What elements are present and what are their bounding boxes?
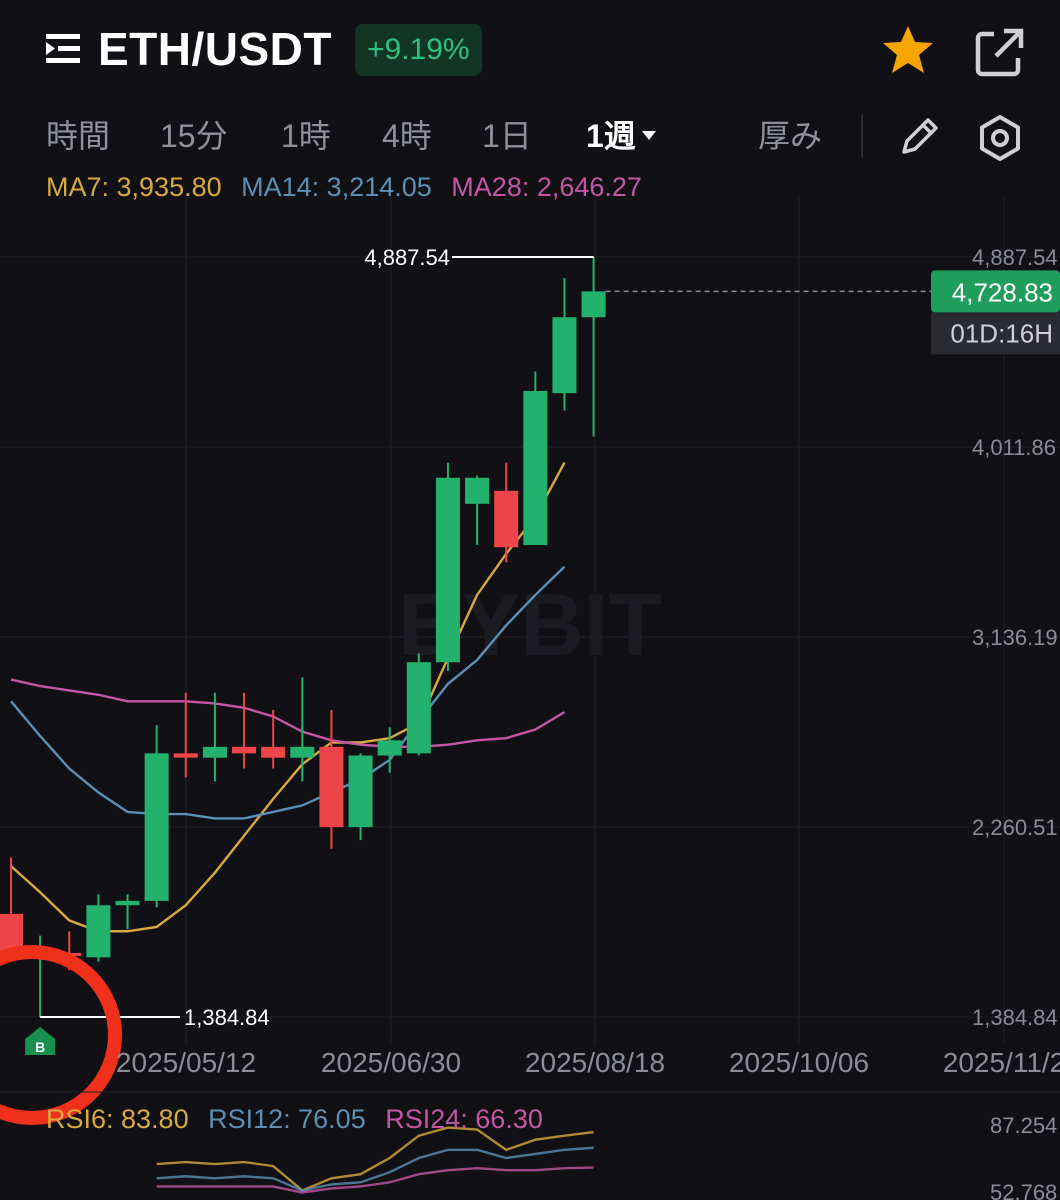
candle-body: [261, 746, 286, 758]
change-badge: +9.19%: [355, 24, 482, 76]
candle[interactable]: [494, 462, 519, 563]
price-tick-label: 3,136.19: [972, 625, 1058, 650]
ma-legend: MA7: 3,935.80 MA14: 3,214.05 MA28: 2,646…: [46, 172, 654, 203]
menu-icon[interactable]: [46, 32, 86, 66]
candle[interactable]: [261, 709, 286, 769]
ma-line-ma28: [10, 678, 566, 749]
candle-body: [523, 390, 548, 546]
rsi-bottom-label: 52.768: [990, 1180, 1057, 1200]
candle[interactable]: [406, 653, 431, 756]
ma28-label: MA28: 2,646.27: [451, 172, 642, 202]
settings-icon[interactable]: [976, 114, 1024, 162]
candles: [0, 256, 606, 1017]
ma14-label: MA14: 3,214.05: [241, 172, 432, 202]
price-tick-label: 2,260.51: [972, 815, 1058, 840]
rsi-line-rsi24: [156, 1166, 594, 1194]
candle[interactable]: [377, 727, 402, 773]
candle-body: [144, 753, 169, 901]
buy-marker-label: B: [35, 1039, 45, 1055]
candle-body: [465, 477, 490, 504]
last-price-tag[interactable]: [931, 270, 1060, 313]
price-tick-label: 1,384.84: [972, 1005, 1058, 1030]
tab-depth[interactable]: 厚み: [758, 118, 823, 154]
buy-marker[interactable]: [25, 1027, 56, 1055]
pencil-icon[interactable]: [898, 114, 942, 158]
tab-15m[interactable]: 15分: [160, 118, 228, 154]
timeframe-tabs: 時間 15分 1時 4時 1日 1週 厚み: [0, 108, 1060, 164]
tab-1w-label: 1週: [586, 118, 636, 154]
candle-body: [435, 477, 460, 663]
tab-4h[interactable]: 4時: [382, 118, 432, 154]
time-axis: 2025/05/12 2025/06/30 2025/08/18 2025/10/06…: [116, 1047, 1060, 1078]
candle-body: [86, 905, 111, 958]
candle-body: [581, 291, 606, 318]
price-tick-label: 4,887.54: [972, 245, 1058, 270]
candle-body: [290, 746, 315, 758]
rsi-top-label: 87.254: [990, 1113, 1057, 1138]
ma7-label: MA7: 3,935.80: [46, 172, 222, 202]
candle[interactable]: [232, 692, 257, 769]
candle[interactable]: [523, 371, 548, 546]
candle[interactable]: [86, 894, 111, 962]
candle[interactable]: [581, 256, 606, 437]
candle[interactable]: [173, 692, 198, 778]
rsi24-label: RSI24: 66.30: [385, 1104, 543, 1134]
rsi6-label: RSI6: 83.80: [46, 1104, 189, 1134]
candle[interactable]: [552, 278, 577, 411]
caret-down-icon: [641, 131, 656, 141]
tab-divider: [861, 114, 863, 158]
candle-body: [115, 900, 140, 906]
rsi12-label: RSI12: 76.05: [208, 1104, 366, 1134]
candle-body: [348, 755, 373, 828]
candle-body: [319, 746, 344, 828]
candle[interactable]: [290, 677, 315, 782]
candle[interactable]: [202, 692, 227, 782]
countdown-value: 01D:16H: [950, 318, 1053, 348]
pair-title[interactable]: ETH/USDT: [98, 23, 332, 75]
highlight-circle: [0, 945, 122, 1125]
candle-body: [173, 753, 198, 758]
candle[interactable]: [319, 709, 344, 849]
candle-body: [377, 740, 402, 756]
candle[interactable]: [435, 462, 460, 671]
candle-body: [552, 317, 577, 394]
date-tick-label: 2025/05/12: [116, 1047, 256, 1078]
tab-time[interactable]: 時間: [46, 118, 111, 154]
date-tick-label: 2025/08/18: [525, 1047, 665, 1078]
rsi-line-rsi12: [156, 1146, 594, 1192]
ma-lines: [10, 462, 566, 933]
ma-line-ma14: [10, 565, 566, 820]
date-tick-label: 2025/10/06: [729, 1047, 869, 1078]
candle-body: [406, 662, 431, 754]
price-axis: 4,887.54 4,011.86 3,136.19 2,260.51 1,384.84: [972, 245, 1058, 1030]
tab-1w[interactable]: 1週: [586, 108, 656, 164]
rsi-panel: 87.254 52.768: [0, 1091, 1060, 1200]
candle[interactable]: [115, 894, 140, 930]
overlays: 4,887.54 1,384.84 B 4,728.83 01D:16H: [0, 245, 1060, 1125]
rsi-legend: RSI6: 83.80 RSI12: 76.05 RSI24: 66.30: [46, 1104, 555, 1135]
last-price-value: 4,728.83: [952, 277, 1053, 307]
date-tick-label: 2025/11/2: [943, 1047, 1060, 1078]
candle-body: [202, 746, 227, 758]
candle[interactable]: [348, 753, 373, 841]
candle-body: [494, 490, 519, 548]
high-marker-label: 4,887.54: [364, 245, 450, 270]
tab-1d[interactable]: 1日: [482, 118, 532, 154]
tab-1h[interactable]: 1時: [281, 118, 331, 154]
share-icon[interactable]: [972, 26, 1026, 78]
candle-body: [232, 746, 257, 754]
date-tick-label: 2025/06/30: [321, 1047, 461, 1078]
chart-header: ETH/USDT +9.19%: [0, 0, 1060, 100]
rsi-line-rsi6: [156, 1126, 594, 1192]
ma-line-ma7: [10, 462, 566, 933]
low-marker-label: 1,384.84: [184, 1005, 270, 1030]
star-icon[interactable]: [880, 24, 936, 76]
countdown-tag: [931, 312, 1060, 355]
candle[interactable]: [465, 475, 490, 546]
price-tick-label: 4,011.86: [972, 435, 1056, 460]
candle[interactable]: [144, 725, 169, 908]
